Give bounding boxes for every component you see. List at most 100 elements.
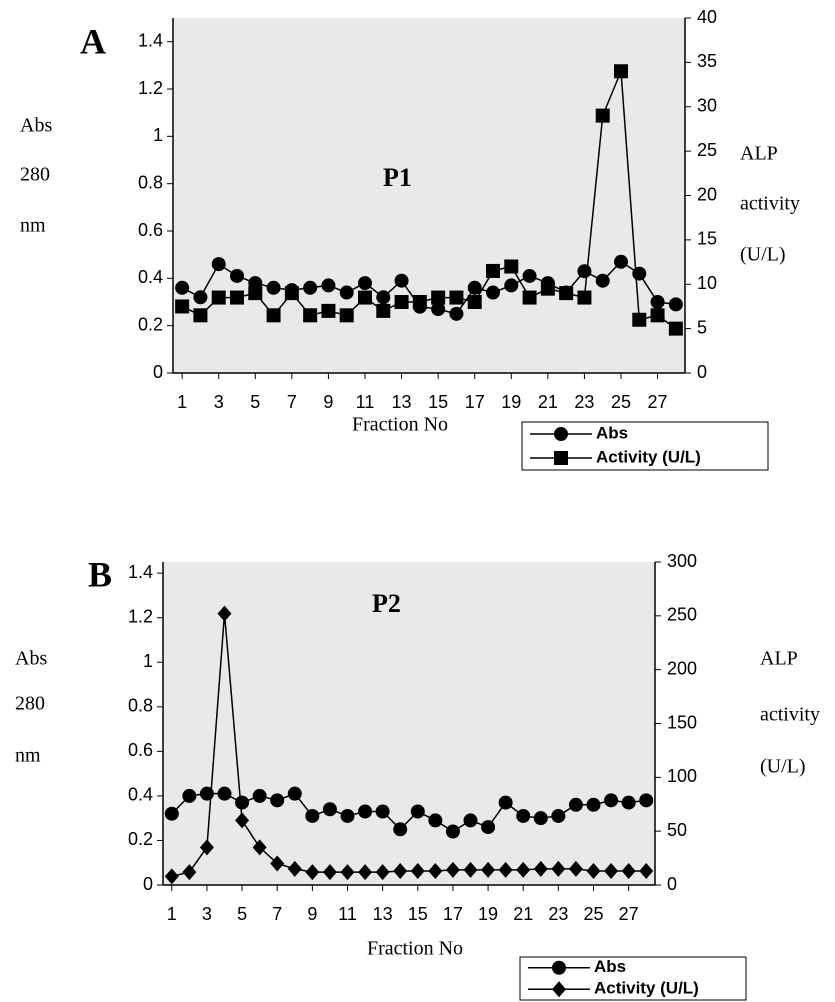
y2-tick-label: 250	[667, 605, 697, 625]
x-tick-label: 9	[307, 904, 317, 924]
x-tick-label: 21	[513, 904, 533, 924]
x-tick-label: 15	[408, 904, 428, 924]
x-tick-label: 1	[177, 392, 187, 412]
marker	[375, 864, 390, 881]
marker	[481, 820, 496, 835]
y-axis-label: 280	[15, 693, 45, 715]
x-tick-label: 25	[583, 904, 603, 924]
marker	[305, 864, 320, 881]
y-tick-label: 1.2	[138, 78, 163, 98]
x-tick-label: 13	[392, 392, 412, 412]
series-line	[181, 70, 677, 330]
y2-axis-label: (U/L)	[760, 756, 806, 778]
legend-label: Abs	[594, 957, 626, 976]
marker	[410, 804, 425, 819]
marker	[412, 295, 427, 309]
marker	[614, 254, 628, 269]
x-tick-label: 23	[548, 904, 568, 924]
marker	[394, 273, 409, 288]
marker	[516, 861, 531, 878]
marker	[668, 321, 683, 336]
marker	[504, 259, 519, 274]
marker	[540, 281, 555, 296]
legend-marker	[552, 981, 566, 998]
y-tick-label: 0.8	[138, 172, 163, 192]
marker	[175, 299, 190, 314]
marker	[164, 806, 179, 821]
y2-tick-label: 200	[667, 658, 697, 678]
marker	[516, 808, 531, 823]
marker	[375, 804, 390, 819]
marker	[182, 864, 197, 881]
marker	[252, 839, 267, 856]
series-line	[181, 260, 676, 315]
x-tick-label: 27	[619, 904, 639, 924]
x-tick-label: 17	[465, 392, 485, 412]
y-tick-label: 1.4	[128, 562, 153, 582]
y2-tick-label: 0	[667, 874, 677, 894]
marker	[577, 264, 592, 279]
marker	[449, 290, 464, 305]
y2-axis-label: ALP	[740, 143, 778, 165]
annotation: P1	[383, 163, 412, 192]
marker	[498, 795, 513, 810]
x-tick-label: 13	[373, 904, 393, 924]
marker	[270, 793, 285, 808]
marker	[199, 839, 214, 856]
marker	[568, 860, 583, 877]
marker	[393, 863, 408, 880]
y-axis-label: Abs	[20, 115, 52, 137]
y-tick-label: 0	[153, 362, 163, 382]
marker	[445, 861, 460, 878]
marker	[321, 278, 336, 293]
x-tick-label: 23	[574, 392, 594, 412]
marker	[287, 786, 302, 801]
marker	[431, 302, 446, 317]
series-line	[171, 613, 647, 878]
marker	[211, 290, 226, 305]
plot-area	[173, 18, 685, 373]
legend-label: Abs	[596, 423, 628, 442]
y2-tick-label: 15	[697, 229, 717, 249]
x-tick-label: 7	[287, 392, 297, 412]
series-line	[171, 792, 647, 833]
marker	[522, 290, 537, 305]
marker	[467, 280, 482, 295]
x-tick-label: 21	[538, 392, 558, 412]
y-axis-label: nm	[15, 745, 41, 767]
y-tick-label: 0.4	[128, 785, 153, 805]
y-tick-label: 0.2	[128, 829, 153, 849]
x-axis-label: Fraction No	[352, 414, 448, 436]
legend-marker	[554, 427, 568, 441]
y2-tick-label: 30	[697, 96, 717, 116]
marker	[394, 295, 409, 309]
marker	[463, 813, 478, 828]
marker	[303, 308, 318, 323]
marker	[467, 295, 482, 309]
x-tick-label: 7	[272, 904, 282, 924]
marker	[463, 861, 478, 878]
marker	[305, 808, 320, 823]
marker	[230, 290, 244, 305]
marker	[217, 786, 232, 801]
marker	[303, 280, 318, 295]
marker	[376, 303, 391, 318]
panel-label: A	[80, 21, 106, 61]
y2-tick-label: 40	[697, 7, 717, 27]
legend-label: Activity (U/L)	[596, 447, 701, 466]
y2-tick-label: 20	[697, 184, 717, 204]
marker	[559, 286, 574, 301]
x-tick-label: 17	[443, 904, 463, 924]
y-axis-label: nm	[20, 215, 46, 237]
marker	[284, 286, 299, 301]
marker	[393, 822, 408, 837]
x-tick-label: 1	[167, 904, 177, 924]
x-tick-label: 11	[356, 392, 375, 412]
marker	[632, 312, 647, 327]
y2-tick-label: 25	[697, 140, 717, 160]
y-tick-label: 1	[153, 125, 163, 145]
marker	[340, 864, 355, 881]
marker	[175, 280, 190, 295]
